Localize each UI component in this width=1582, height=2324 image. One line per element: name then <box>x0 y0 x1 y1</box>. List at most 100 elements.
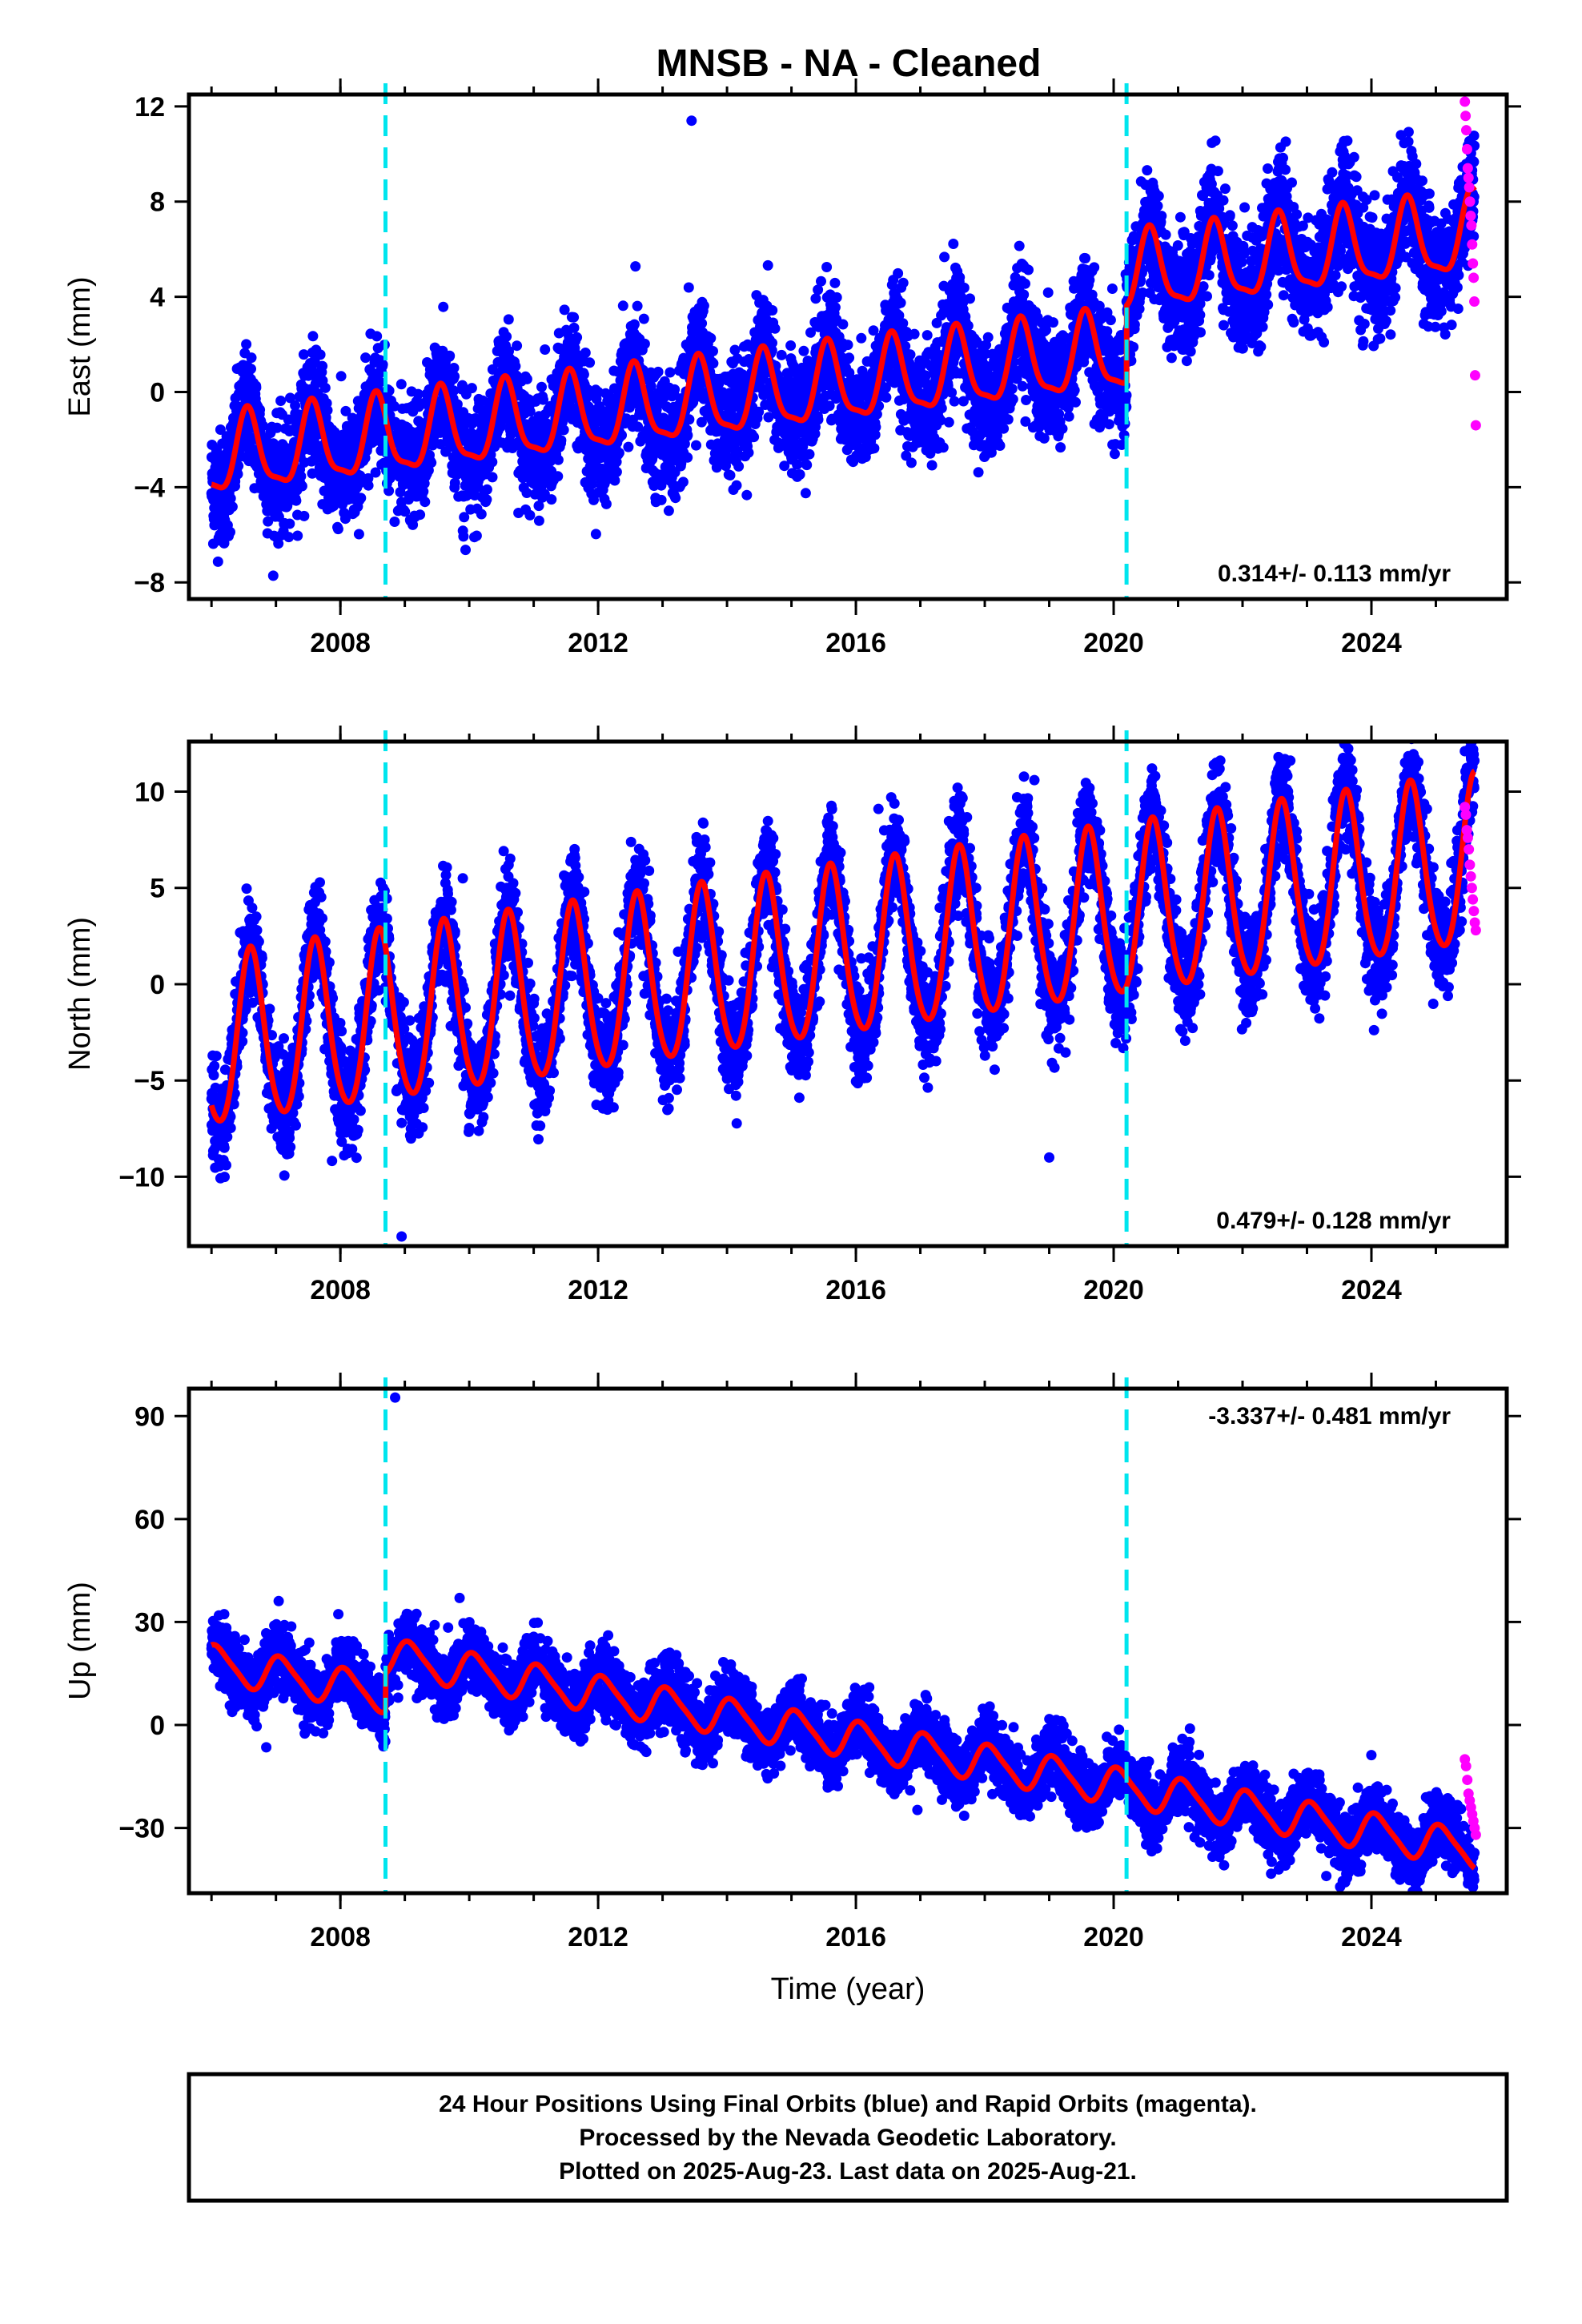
east-data-point <box>572 332 583 343</box>
east-data-point <box>638 313 649 324</box>
east-data-point <box>762 259 773 271</box>
east-data-point <box>377 359 388 370</box>
east-data-point <box>856 332 867 344</box>
east-data-point <box>225 493 236 504</box>
east-data-point <box>299 510 310 521</box>
east-data-point <box>663 505 674 517</box>
east-data-point <box>556 435 567 446</box>
east-data-point <box>290 400 301 411</box>
east-data-point <box>452 399 463 410</box>
east-data-point <box>521 373 532 384</box>
east-data-point <box>355 493 367 504</box>
east-data-point <box>449 371 460 382</box>
east-data-point <box>524 509 536 521</box>
east-data-point <box>1014 240 1025 251</box>
east-data-point <box>617 300 628 312</box>
east-data-point <box>426 457 437 468</box>
east-data-point <box>973 467 984 478</box>
east-data-point <box>1057 423 1068 434</box>
east-data-point <box>948 239 959 249</box>
east-data-point <box>307 468 318 479</box>
east-data-point <box>363 480 374 491</box>
east-data-point <box>568 322 580 333</box>
east-data-point <box>487 456 498 468</box>
east-data-point <box>600 498 612 509</box>
east-data-point <box>939 251 950 263</box>
east-data-point <box>533 515 544 526</box>
east-data-point <box>458 531 469 542</box>
east-data-point <box>949 396 960 407</box>
east-data-point <box>630 261 641 272</box>
east-data-point <box>749 432 760 443</box>
east-data-point <box>232 468 243 480</box>
east-data-point <box>943 416 954 428</box>
east-data-point <box>460 545 471 556</box>
east-data-point <box>389 400 400 412</box>
east-data-point <box>816 275 826 287</box>
east-data-point <box>510 360 521 372</box>
east-data-point <box>684 414 695 425</box>
east-data-point <box>375 376 386 388</box>
east-data-point <box>448 385 460 396</box>
east-data-point <box>965 293 975 304</box>
east-data-point <box>741 489 753 501</box>
east-data-point <box>457 380 468 391</box>
east-data-point <box>271 422 283 433</box>
east-data-point <box>921 330 933 341</box>
east-data-point <box>639 338 650 349</box>
east-data-point <box>546 494 557 505</box>
east-data-point <box>705 332 717 344</box>
east-data-point <box>1006 384 1018 394</box>
east-data-point <box>396 379 407 390</box>
east-data-point <box>725 470 736 480</box>
east-data-point <box>623 441 634 452</box>
east-data-point <box>283 532 295 543</box>
east-data-point <box>909 328 920 340</box>
east-data-point <box>255 404 266 416</box>
east-data-point <box>459 512 470 523</box>
east-data-point <box>476 509 487 520</box>
east-data-point <box>708 358 719 369</box>
east-data-point <box>418 486 429 497</box>
east-data-point <box>954 271 966 283</box>
east-data-point <box>698 300 709 312</box>
east-data-point <box>656 494 667 505</box>
east-plot-area <box>206 96 1481 581</box>
east-data-point <box>568 312 580 323</box>
east-data-point <box>332 524 343 535</box>
east-data-point <box>632 300 643 312</box>
east-data-point <box>665 367 676 378</box>
east-data-point <box>844 352 855 364</box>
east-data-point <box>285 392 295 404</box>
east-data-point <box>831 292 842 303</box>
east-data-point <box>1023 264 1034 275</box>
east-data-point <box>669 384 681 395</box>
east-data-point <box>881 392 892 403</box>
east-data-point <box>804 448 815 460</box>
east-data-point <box>938 442 949 453</box>
east-data-point <box>335 371 347 382</box>
east-data-point <box>246 352 257 364</box>
east-data-point <box>225 526 235 537</box>
east-data-point <box>284 518 295 529</box>
east-data-point <box>767 337 777 348</box>
east-data-point <box>829 302 841 313</box>
east-data-point <box>471 530 482 541</box>
east-data-point <box>998 423 1010 434</box>
east-data-point <box>994 440 1006 451</box>
east-data-point <box>322 404 333 416</box>
east-data-point <box>743 447 754 458</box>
east-data-point <box>233 460 244 472</box>
east-data-point <box>512 340 523 352</box>
east-data-point <box>540 344 551 355</box>
east-data-point <box>291 495 302 506</box>
east-data-point <box>487 472 498 483</box>
east-data-point <box>767 305 778 316</box>
east-data-point <box>444 350 456 361</box>
east-data-point <box>982 332 994 343</box>
east-data-point <box>1018 289 1030 300</box>
east-data-point <box>241 339 252 350</box>
east-data-point <box>682 430 693 440</box>
